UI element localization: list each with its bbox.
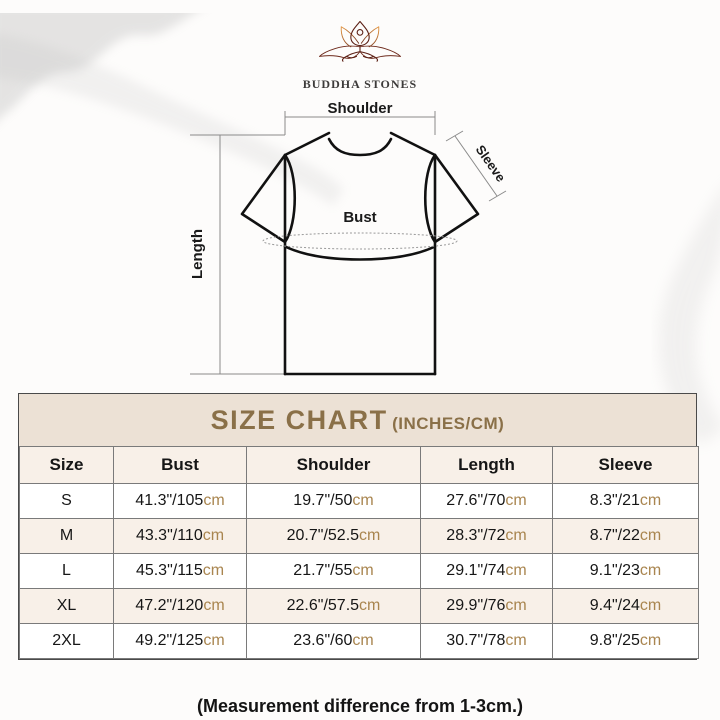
svg-text:Bust: Bust xyxy=(343,209,376,226)
svg-text:Length: Length xyxy=(189,229,206,279)
svg-text:Sleeve: Sleeve xyxy=(473,142,509,184)
svg-text:Shoulder: Shoulder xyxy=(327,100,392,117)
